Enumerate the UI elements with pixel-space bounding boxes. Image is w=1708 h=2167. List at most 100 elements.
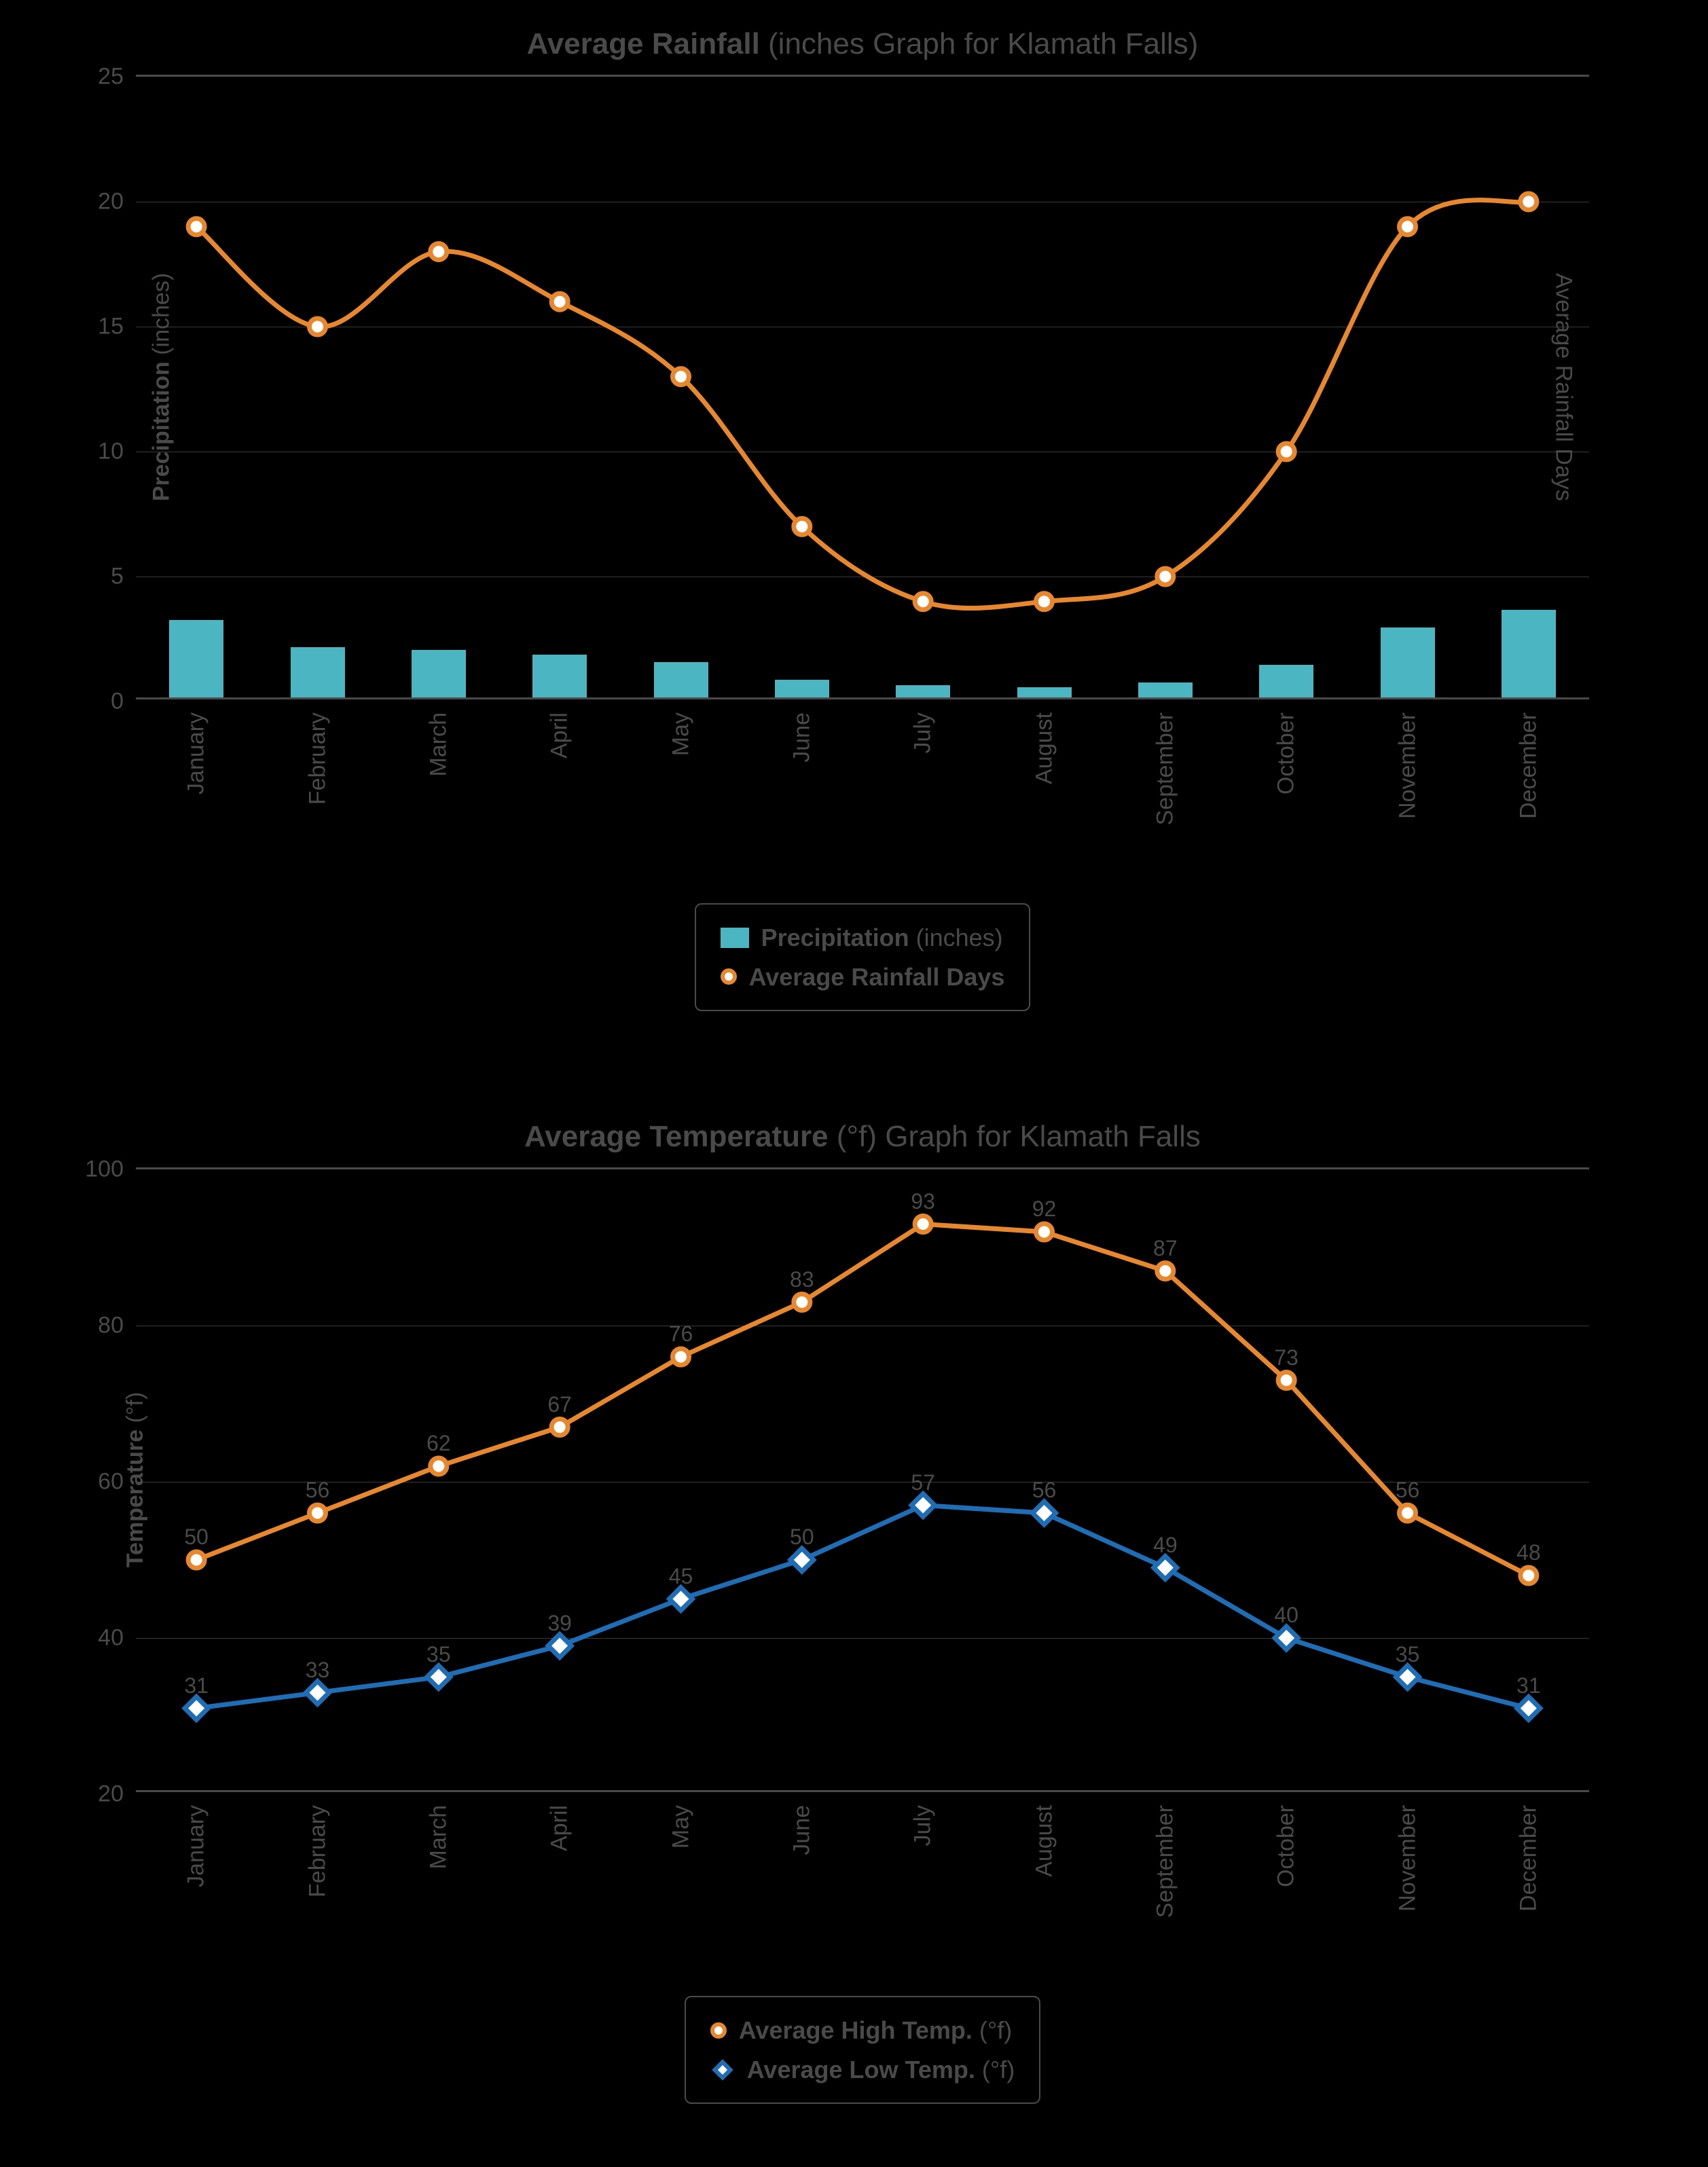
high-temp-label: 48 — [1516, 1540, 1541, 1565]
rainfall-chart-title: Average Rainfall (inches Graph for Klama… — [0, 27, 1708, 61]
high-temp-point — [310, 1505, 326, 1521]
high-temp-point — [1400, 1505, 1416, 1521]
x-tick-label: February — [304, 1790, 331, 1897]
low-temp-label: 33 — [306, 1658, 330, 1683]
rain-days-point — [1157, 568, 1174, 585]
legend-swatch-circle — [710, 2022, 727, 2039]
y-tick-label: 15 — [98, 314, 136, 340]
rainfall-chart: Average Rainfall (inches Graph for Klama… — [0, 27, 1708, 1011]
high-temp-point — [551, 1419, 568, 1436]
low-temp-point — [427, 1666, 450, 1689]
rain-days-point — [1400, 219, 1416, 235]
low-temp-label: 31 — [184, 1673, 208, 1698]
low-temp-point — [1396, 1666, 1419, 1689]
x-tick-label: November — [1394, 1790, 1421, 1912]
high-temp-label: 87 — [1153, 1236, 1178, 1261]
high-temp-label: 76 — [669, 1322, 693, 1347]
low-temp-point — [548, 1635, 571, 1658]
high-temp-label: 67 — [547, 1392, 572, 1417]
x-tick-label: January — [183, 1790, 210, 1887]
high-temp-line — [196, 1224, 1529, 1576]
title-rest: (inches Graph for Klamath Falls) — [760, 27, 1199, 60]
high-temp-label: 50 — [184, 1525, 208, 1550]
low-temp-label: 56 — [1032, 1478, 1057, 1503]
x-tick-label: May — [668, 697, 694, 756]
high-temp-point — [673, 1349, 689, 1365]
rain-days-point — [310, 318, 326, 335]
low-temp-point — [185, 1697, 208, 1720]
y-tick-label: 25 — [98, 64, 136, 90]
title-bold: Average Rainfall — [527, 27, 760, 60]
low-temp-point — [911, 1494, 934, 1517]
temperature-chart: Average Temperature (°f) Graph for Klama… — [0, 1120, 1708, 2104]
y-tick-label: 0 — [111, 689, 136, 715]
x-tick-label: October — [1273, 697, 1300, 795]
high-temp-point — [794, 1294, 810, 1311]
low-temp-line — [196, 1506, 1529, 1709]
legend-item-precip: Precipitation (inches) — [721, 918, 1005, 958]
x-tick-label: August — [1031, 1790, 1057, 1877]
legend-swatch-bar — [721, 928, 749, 948]
legend-item-low: Average Low Temp. (°f) — [710, 2050, 1015, 2090]
low-temp-label: 35 — [1396, 1642, 1420, 1667]
low-temp-label: 35 — [426, 1642, 451, 1667]
high-temp-label: 92 — [1032, 1197, 1057, 1222]
high-temp-point — [431, 1458, 447, 1474]
y-tick-label: 5 — [111, 564, 136, 590]
rainfall-legend: Precipitation (inches)Average Rainfall D… — [695, 903, 1031, 1011]
y-tick-label: 20 — [98, 1781, 136, 1808]
high-temp-point — [1521, 1567, 1537, 1584]
low-temp-label: 49 — [1153, 1533, 1178, 1558]
legend-swatch-circle — [721, 968, 737, 985]
rain-days-point — [431, 244, 447, 260]
x-tick-label: January — [183, 697, 210, 795]
rain-days-point — [551, 293, 568, 310]
x-tick-label: March — [425, 697, 452, 776]
rain-days-point — [915, 594, 931, 610]
y-tick-label: 40 — [98, 1625, 136, 1652]
high-temp-label: 62 — [426, 1431, 451, 1456]
x-tick-label: December — [1515, 1790, 1542, 1912]
temperature-chart-title: Average Temperature (°f) Graph for Klama… — [0, 1120, 1708, 1154]
x-tick-label: March — [425, 1790, 452, 1869]
low-temp-label: 57 — [911, 1470, 935, 1495]
low-temp-point — [1517, 1697, 1540, 1720]
low-temp-label: 39 — [547, 1611, 572, 1636]
low-temp-point — [670, 1588, 693, 1611]
low-temp-point — [791, 1548, 814, 1571]
high-temp-label: 56 — [306, 1478, 330, 1503]
high-temp-point — [1157, 1263, 1174, 1279]
rain-days-line — [136, 77, 1589, 697]
x-tick-label: September — [1152, 697, 1178, 825]
y-tick-label: 10 — [98, 439, 136, 465]
rainfall-plot-area: 0510152025Precipitation (inches)Average … — [136, 75, 1589, 699]
x-tick-label: February — [304, 697, 331, 805]
high-temp-label: 73 — [1274, 1345, 1298, 1370]
high-temp-point — [915, 1216, 931, 1233]
low-temp-label: 45 — [669, 1564, 693, 1589]
x-tick-label: June — [788, 697, 815, 763]
rain-days-point — [1521, 194, 1537, 210]
y-tick-label: 100 — [85, 1157, 136, 1183]
x-tick-label: August — [1031, 697, 1057, 784]
x-tick-label: July — [910, 697, 937, 753]
high-temp-point — [1036, 1224, 1053, 1240]
high-temp-point — [188, 1552, 204, 1568]
x-tick-label: July — [910, 1790, 937, 1846]
high-temp-label: 56 — [1396, 1478, 1420, 1503]
low-temp-point — [1275, 1626, 1298, 1650]
y-tick-label: 80 — [98, 1313, 136, 1339]
x-tick-label: November — [1394, 697, 1421, 819]
legend-item-raindays: Average Rainfall Days — [721, 958, 1005, 997]
high-temp-label: 93 — [911, 1189, 935, 1214]
x-tick-label: May — [668, 1790, 694, 1849]
x-tick-label: September — [1152, 1790, 1178, 1918]
rain-days-point — [673, 369, 689, 385]
low-temp-label: 40 — [1274, 1603, 1298, 1628]
low-temp-label: 31 — [1516, 1673, 1541, 1698]
low-temp-point — [306, 1681, 329, 1705]
x-tick-label: June — [788, 1790, 815, 1855]
high-temp-point — [1278, 1372, 1294, 1389]
x-tick-label: October — [1273, 1790, 1300, 1887]
high-temp-label: 83 — [790, 1267, 814, 1292]
